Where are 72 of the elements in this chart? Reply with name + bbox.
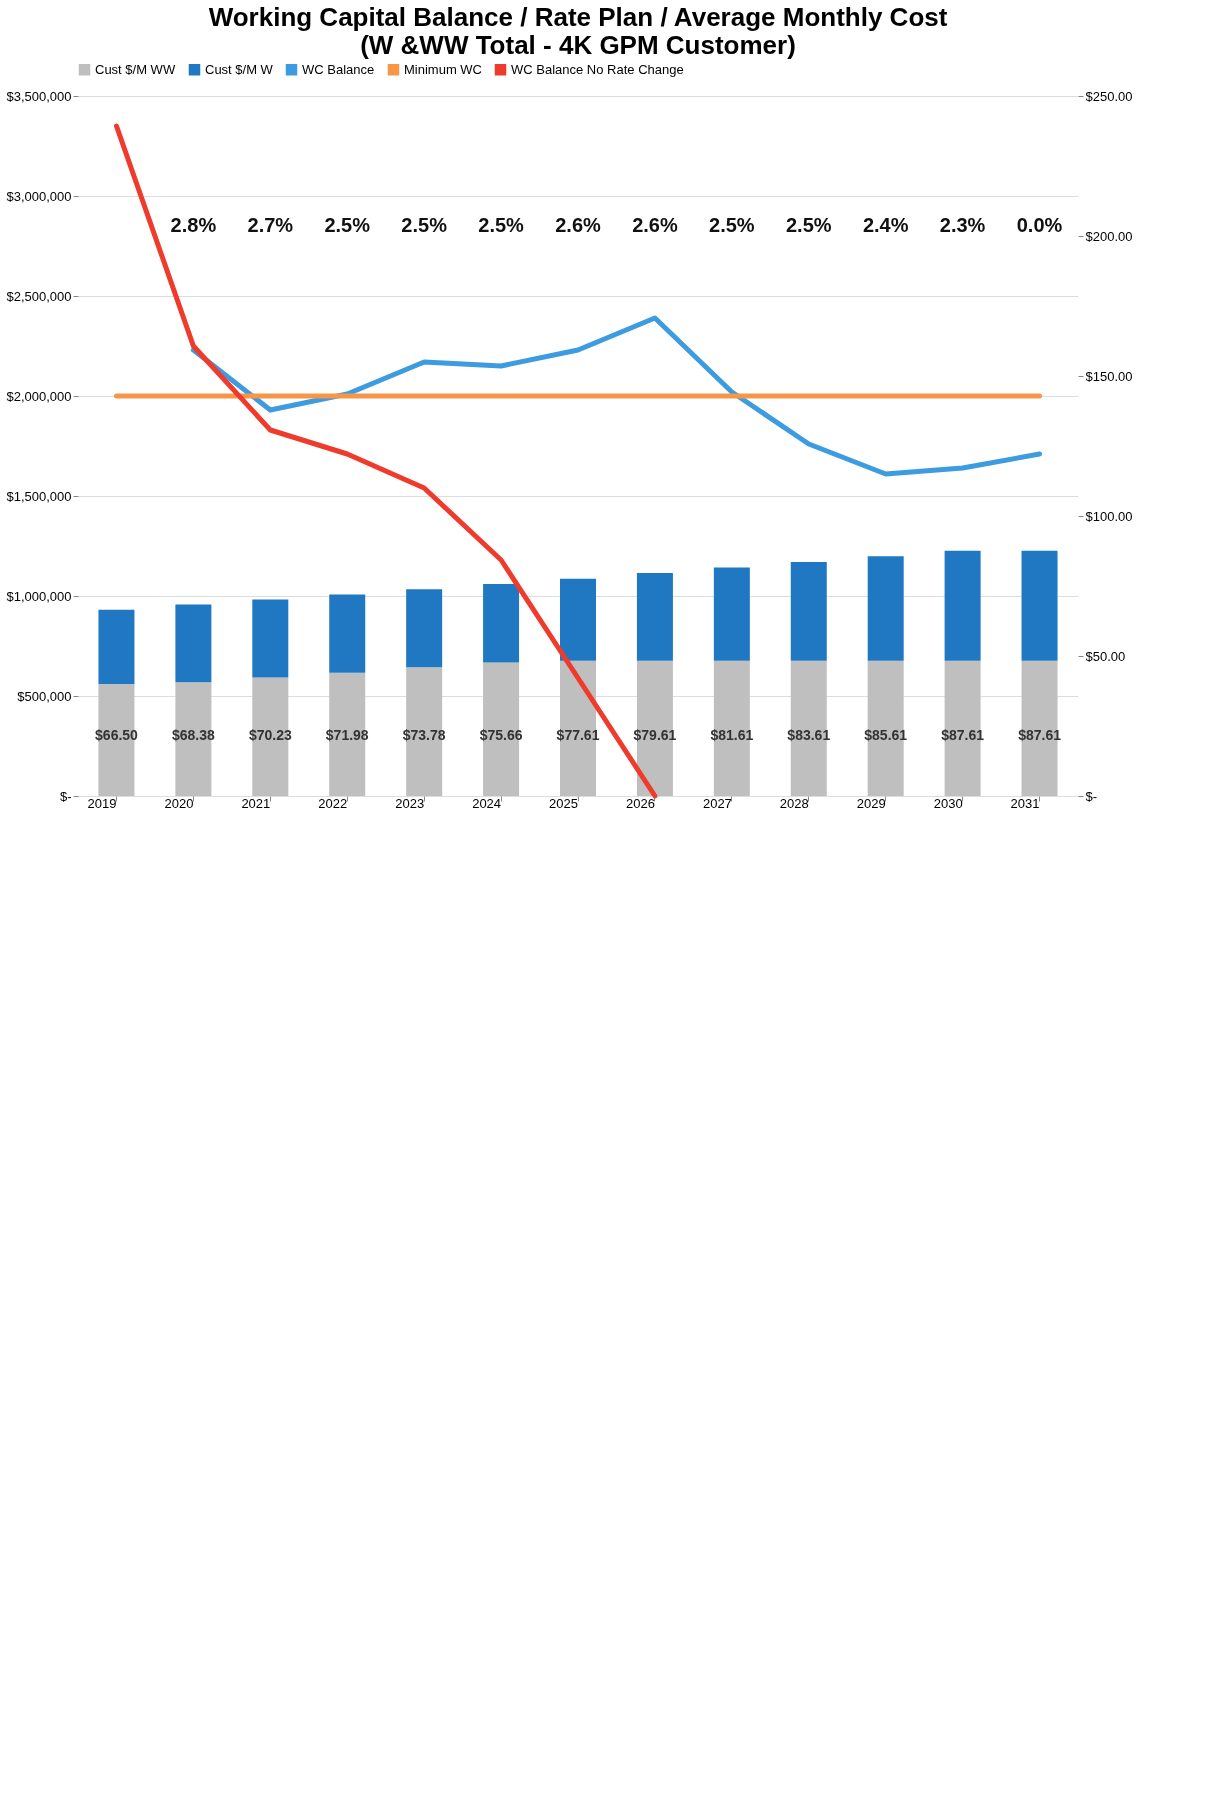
- total-label: $77.61: [556, 727, 600, 743]
- legend-label: Minimum WC: [404, 61, 482, 77]
- legend-label: WC Balance No Rate Change: [511, 61, 684, 77]
- total-label: $85.61: [864, 727, 908, 743]
- legend-label: Cust $/M W: [205, 61, 274, 77]
- y2-tick-label: $50.00: [1085, 648, 1126, 664]
- x-tick-label: 2022: [318, 795, 348, 811]
- annotation: 2.5%: [324, 214, 371, 236]
- bar: [560, 578, 596, 661]
- total-label: $79.61: [633, 727, 677, 743]
- total-label: $87.61: [1018, 727, 1062, 743]
- annotation: 2.5%: [478, 214, 525, 236]
- bar: [1021, 550, 1058, 661]
- x-tick-label: 2028: [779, 795, 809, 811]
- annotation: 2.5%: [401, 214, 448, 236]
- annotation: 2.7%: [247, 214, 294, 236]
- x-tick-label: 2025: [549, 795, 578, 811]
- bar: [252, 599, 289, 678]
- total-label: $66.50: [95, 727, 139, 743]
- x-tick-label: 2024: [472, 795, 502, 811]
- total-label: $71.98: [325, 727, 369, 743]
- total-label: $75.66: [479, 727, 523, 743]
- bar: [329, 594, 366, 673]
- annotation: 2.5%: [785, 214, 832, 236]
- x-tick-label: 2019: [87, 795, 117, 811]
- y2-tick-label: $150.00: [1085, 368, 1133, 384]
- bar: [98, 609, 135, 684]
- y2-tick-label: $250.00: [1085, 88, 1133, 104]
- total-label: $70.23: [248, 727, 292, 743]
- annotation: 2.5%: [709, 214, 755, 236]
- text: (W &WW Total - 4K GPM Customer): [360, 30, 796, 60]
- x-tick-label: 2027: [702, 795, 732, 811]
- legend-label: Cust $/M WW: [95, 61, 176, 77]
- y-tick-label: $1,500,000: [6, 488, 72, 504]
- annotation: 2.4%: [862, 214, 909, 236]
- bar: [790, 561, 827, 661]
- x-tick-label: 2031: [1010, 795, 1040, 811]
- bar: [406, 589, 443, 668]
- total-label: $83.61: [787, 727, 831, 743]
- bar: [944, 550, 981, 661]
- y2-tick-label: $200.00: [1085, 228, 1133, 244]
- y-tick-label: $2,000,000: [6, 388, 72, 404]
- legend-label: WC Balance: [302, 61, 375, 77]
- bar: [175, 604, 212, 683]
- x-tick-label: 2021: [241, 795, 271, 811]
- x-tick-label: 2023: [395, 795, 425, 811]
- text: Working Capital Balance / Rate Plan / Average Monthly Cost: [208, 2, 948, 32]
- bar: [713, 567, 750, 661]
- annotation: 2.3%: [939, 214, 986, 236]
- y2-tick-label: $100.00: [1085, 508, 1133, 524]
- total-label: $73.78: [402, 727, 446, 743]
- y-tick-label: $3,500,000: [6, 88, 72, 104]
- y-tick-label: $500,000: [17, 688, 72, 704]
- x-tick-label: 2026: [626, 795, 655, 811]
- y-tick-label: $1,000,000: [6, 588, 72, 604]
- y-tick-label: $3,000,000: [6, 188, 72, 204]
- annotation: 2.8%: [170, 214, 217, 236]
- annotation: 0.0%: [1016, 214, 1063, 236]
- bar: [636, 573, 673, 661]
- total-label: $81.61: [710, 727, 754, 743]
- y-tick-label: $2,500,000: [6, 288, 72, 304]
- y-tick-label: $-: [59, 788, 72, 804]
- total-label: $68.38: [171, 727, 215, 743]
- y2-tick-label: $-: [1085, 788, 1098, 804]
- total-label: $87.61: [941, 727, 985, 743]
- x-tick-label: 2020: [164, 795, 194, 811]
- x-tick-label: 2029: [856, 795, 886, 811]
- bar: [483, 584, 520, 663]
- x-tick-label: 2030: [933, 795, 963, 811]
- annotation: 2.6%: [632, 214, 678, 236]
- annotation: 2.6%: [555, 214, 602, 236]
- bar: [867, 556, 904, 661]
